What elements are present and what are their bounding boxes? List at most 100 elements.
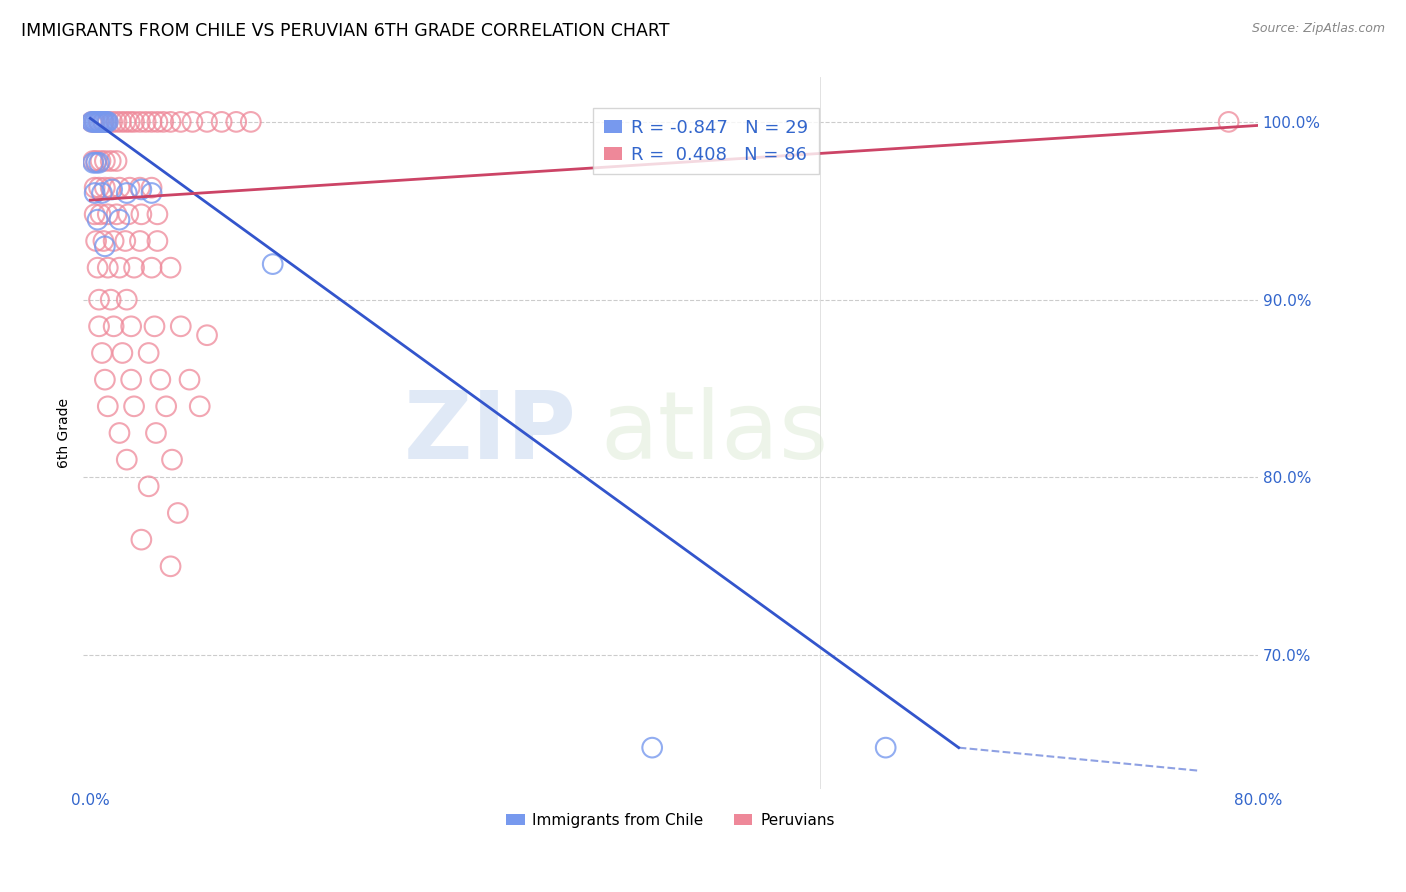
Point xyxy=(146,234,169,248)
Point xyxy=(87,115,110,129)
Point xyxy=(262,257,284,271)
Point xyxy=(129,234,152,248)
Text: IMMIGRANTS FROM CHILE VS PERUVIAN 6TH GRADE CORRELATION CHART: IMMIGRANTS FROM CHILE VS PERUVIAN 6TH GR… xyxy=(21,22,669,40)
Point xyxy=(100,153,122,168)
Point xyxy=(87,115,110,129)
Point xyxy=(159,115,181,129)
Point xyxy=(159,559,181,574)
Point xyxy=(97,400,120,414)
Point xyxy=(875,740,897,755)
Point xyxy=(115,293,138,307)
Point xyxy=(225,115,247,129)
Point xyxy=(105,207,128,221)
Point xyxy=(87,319,110,334)
Point xyxy=(97,207,120,221)
Y-axis label: 6th Grade: 6th Grade xyxy=(58,398,72,468)
Point xyxy=(152,115,174,129)
Point xyxy=(84,115,107,129)
Point xyxy=(120,319,142,334)
Point xyxy=(141,260,163,275)
Point xyxy=(100,180,122,194)
Point xyxy=(105,153,128,168)
Point xyxy=(82,115,104,129)
Point xyxy=(93,115,115,129)
Point xyxy=(110,115,132,129)
Point xyxy=(188,400,211,414)
Point xyxy=(86,115,108,129)
Point xyxy=(80,115,103,129)
Point xyxy=(195,115,218,129)
Point xyxy=(181,115,204,129)
Point xyxy=(97,115,120,129)
Point xyxy=(93,234,115,248)
Point xyxy=(84,155,107,169)
Point xyxy=(111,346,134,360)
Point xyxy=(97,260,120,275)
Point xyxy=(86,260,108,275)
Point xyxy=(159,260,181,275)
Legend: Immigrants from Chile, Peruvians: Immigrants from Chile, Peruvians xyxy=(501,807,841,834)
Point xyxy=(96,115,118,129)
Point xyxy=(211,115,233,129)
Point xyxy=(82,155,104,169)
Point xyxy=(131,182,153,196)
Point xyxy=(141,115,163,129)
Point xyxy=(145,425,167,440)
Point xyxy=(141,186,163,200)
Point xyxy=(141,180,163,194)
Point xyxy=(101,115,124,129)
Point xyxy=(105,115,128,129)
Point xyxy=(129,115,152,129)
Point xyxy=(83,115,105,129)
Point xyxy=(131,207,153,221)
Point xyxy=(239,115,262,129)
Point xyxy=(83,180,105,194)
Point xyxy=(138,479,160,493)
Point xyxy=(103,234,125,248)
Point xyxy=(115,186,138,200)
Point xyxy=(170,319,193,334)
Point xyxy=(80,115,103,129)
Point xyxy=(118,115,141,129)
Point xyxy=(94,373,117,387)
Text: atlas: atlas xyxy=(600,387,828,479)
Point xyxy=(91,346,114,360)
Point xyxy=(120,373,142,387)
Point xyxy=(149,373,172,387)
Point xyxy=(82,153,104,168)
Point xyxy=(135,115,157,129)
Point xyxy=(89,153,111,168)
Point xyxy=(129,180,152,194)
Point xyxy=(146,115,169,129)
Point xyxy=(83,207,105,221)
Point xyxy=(641,740,664,755)
Point xyxy=(94,153,117,168)
Point xyxy=(93,115,115,129)
Point xyxy=(87,293,110,307)
Point xyxy=(122,115,145,129)
Point xyxy=(84,153,107,168)
Point xyxy=(195,328,218,343)
Point xyxy=(86,212,108,227)
Point xyxy=(138,346,160,360)
Point xyxy=(1218,115,1240,129)
Point xyxy=(108,180,131,194)
Point xyxy=(100,293,122,307)
Text: Source: ZipAtlas.com: Source: ZipAtlas.com xyxy=(1251,22,1385,36)
Point xyxy=(83,115,105,129)
Point xyxy=(118,180,141,194)
Point xyxy=(155,400,177,414)
Point xyxy=(114,115,136,129)
Text: ZIP: ZIP xyxy=(404,387,576,479)
Point xyxy=(94,239,117,253)
Point xyxy=(94,180,117,194)
Point xyxy=(94,115,117,129)
Point xyxy=(143,319,166,334)
Point xyxy=(87,180,110,194)
Point xyxy=(108,260,131,275)
Point xyxy=(87,155,110,169)
Point xyxy=(122,260,145,275)
Point xyxy=(131,533,153,547)
Point xyxy=(117,207,139,221)
Point xyxy=(101,182,124,196)
